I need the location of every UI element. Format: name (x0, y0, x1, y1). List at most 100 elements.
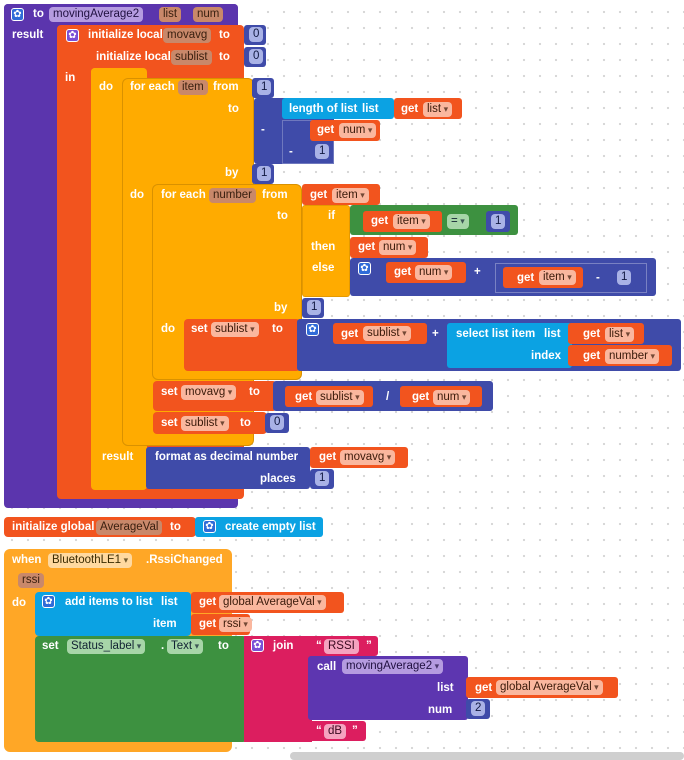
var-dropdown[interactable]: movavg (340, 450, 396, 465)
var-dropdown[interactable]: sublist (363, 326, 411, 341)
param-num[interactable]: num (193, 7, 224, 22)
join-block[interactable] (244, 636, 312, 742)
mutator-gear-icon[interactable]: ✿ (306, 323, 319, 336)
number-value[interactable]: 1 (315, 471, 330, 486)
var-dropdown[interactable]: sublist (211, 322, 259, 337)
to-label: to (219, 51, 230, 63)
mutator-gear-icon[interactable]: ✿ (251, 639, 264, 652)
var-dropdown[interactable]: global AverageVal (496, 680, 603, 695)
to-label: to (249, 386, 260, 398)
mutator-gear-icon[interactable]: ✿ (11, 8, 24, 21)
number-block[interactable]: 1 (612, 267, 636, 288)
number-block[interactable]: 1 (302, 298, 324, 318)
number-value[interactable]: 1 (307, 300, 322, 315)
to-label: to (219, 29, 230, 41)
var-dropdown[interactable]: item (539, 270, 576, 285)
add-items-to-list-block[interactable] (35, 592, 191, 636)
var-dropdown[interactable]: num (379, 240, 417, 255)
local-var-movavg[interactable]: movavg (163, 28, 212, 43)
number-value[interactable]: 1 (257, 80, 272, 95)
set-label: set (161, 417, 178, 429)
component-dropdown[interactable]: Status_label (67, 639, 146, 654)
number-block[interactable]: 1 (310, 469, 334, 489)
var-dropdown[interactable]: movavg (181, 385, 237, 400)
var-dropdown[interactable]: global AverageVal (219, 595, 326, 610)
minus-operator: - (261, 124, 265, 136)
when-label: when (12, 554, 42, 566)
get-label: get (475, 682, 493, 694)
get-label: get (199, 596, 217, 608)
select-list-item-block[interactable] (447, 323, 572, 368)
local-var-sublist[interactable]: sublist (171, 50, 212, 65)
call-label: call (317, 661, 337, 673)
to-label: to (170, 521, 181, 533)
do-label: do (12, 597, 27, 609)
text-value[interactable]: dB (324, 724, 347, 739)
var-dropdown[interactable]: list (423, 102, 453, 117)
text-value[interactable]: RSSI (324, 639, 359, 654)
else-label: else (312, 262, 335, 274)
var-dropdown[interactable]: number (605, 349, 660, 364)
do-label: do (130, 189, 145, 201)
list-label: list (544, 328, 561, 340)
compare-operator-dropdown[interactable]: = (447, 214, 469, 229)
to-label: to (218, 640, 229, 652)
init-local-label: initialize local (96, 51, 171, 63)
component-dropdown[interactable]: BluetoothLE1 (48, 553, 133, 568)
loop-var-number[interactable]: number (209, 188, 256, 203)
if-then-else-block[interactable] (302, 205, 350, 297)
format-decimal-block[interactable] (146, 447, 310, 489)
mutator-gear-icon[interactable]: ✿ (66, 29, 79, 42)
horizontal-scrollbar[interactable] (290, 752, 684, 760)
number-value[interactable]: 1 (257, 166, 272, 181)
number-value[interactable]: 1 (491, 214, 506, 229)
number-value[interactable]: 0 (249, 27, 264, 42)
init-global-label: initialize global (12, 521, 95, 533)
number-value[interactable]: 1 (617, 270, 632, 285)
to-label: to (33, 8, 44, 20)
number-block[interactable]: 1 (486, 211, 510, 232)
from-label: from (213, 81, 239, 93)
get-label: get (394, 266, 412, 278)
var-dropdown[interactable]: sublist (181, 416, 229, 431)
plus-operator: + (474, 266, 481, 278)
var-dropdown[interactable]: rssi (219, 617, 252, 632)
number-value[interactable]: 2 (471, 701, 486, 716)
procedure-name-field[interactable]: movingAverage2 (49, 7, 144, 22)
var-dropdown[interactable]: item (332, 188, 369, 203)
number-block[interactable]: 0 (244, 47, 266, 67)
property-dropdown[interactable]: Text (167, 639, 204, 654)
number-block[interactable]: 2 (466, 699, 490, 719)
length-of-list-block[interactable] (282, 98, 394, 119)
mutator-gear-icon[interactable]: ✿ (203, 520, 216, 533)
length-of-list-label: length of list (289, 103, 358, 115)
number-block[interactable]: 1 (252, 78, 274, 98)
mutator-gear-icon[interactable]: ✿ (358, 262, 371, 275)
var-dropdown[interactable]: num (339, 123, 377, 138)
var-dropdown[interactable]: sublist (316, 390, 364, 405)
mutator-gear-icon[interactable]: ✿ (42, 595, 55, 608)
init-local-label: initialize local (88, 29, 163, 41)
procedure-dropdown[interactable]: movingAverage2 (342, 659, 444, 674)
global-var-name-field[interactable]: AverageVal (96, 520, 163, 535)
quote-close: ” (352, 725, 358, 737)
get-label: get (341, 328, 359, 340)
var-dropdown[interactable]: num (415, 265, 453, 280)
get-label: get (583, 350, 601, 362)
number-value[interactable]: 0 (249, 49, 264, 64)
number-block[interactable]: 0 (265, 413, 289, 433)
number-value[interactable]: 0 (270, 415, 285, 430)
var-dropdown[interactable]: item (393, 214, 430, 229)
result-label: result (12, 29, 44, 41)
param-list[interactable]: list (159, 7, 182, 22)
number-block[interactable]: 1 (310, 142, 332, 162)
get-label: get (319, 451, 337, 463)
create-empty-list-block[interactable] (195, 517, 323, 537)
number-block[interactable]: 0 (244, 25, 266, 45)
number-value[interactable]: 1 (315, 144, 330, 159)
number-block[interactable]: 1 (252, 164, 274, 184)
var-dropdown[interactable]: num (433, 390, 471, 405)
loop-var-item[interactable]: item (178, 80, 208, 95)
event-param-rssi[interactable]: rssi (18, 573, 44, 588)
var-dropdown[interactable]: list (605, 327, 635, 342)
